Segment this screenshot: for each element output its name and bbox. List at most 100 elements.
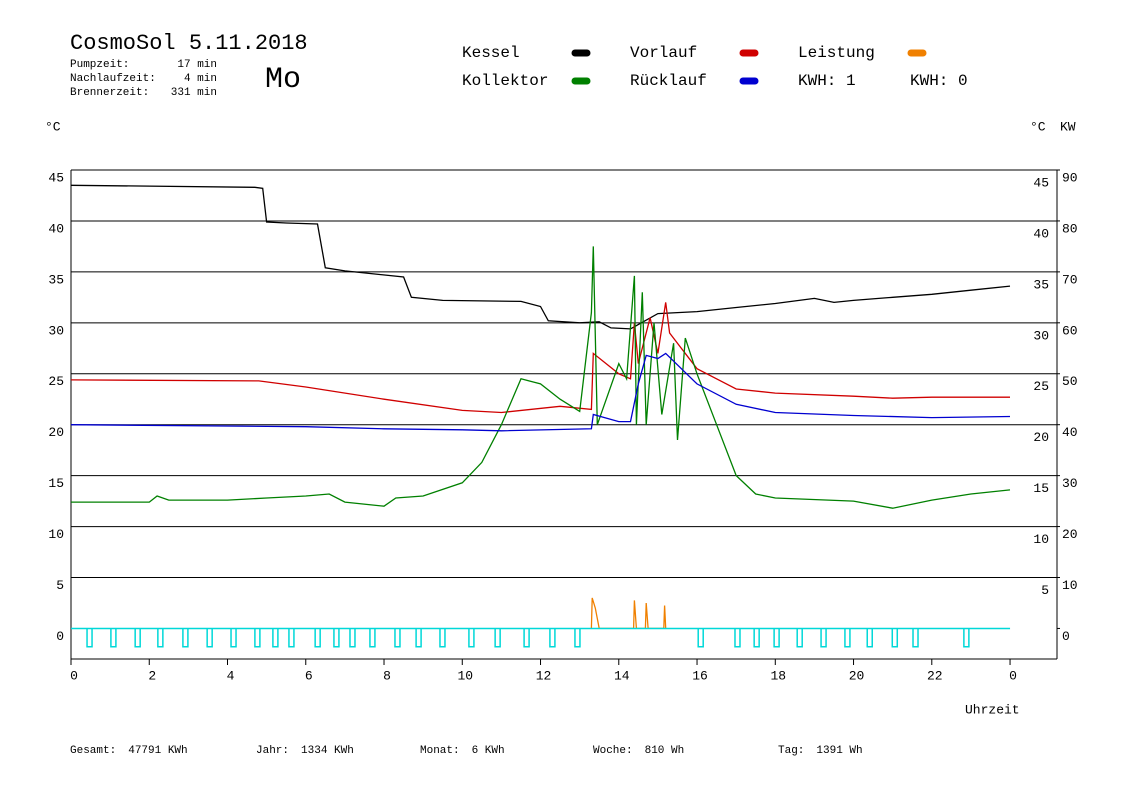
- y2-tick-label: 80: [1062, 221, 1078, 236]
- y-tick-label-right: 40: [1033, 226, 1049, 241]
- pulse: [272, 628, 279, 648]
- pulse: [230, 628, 237, 648]
- pulse: [415, 628, 422, 648]
- y-tick-label: 35: [48, 272, 64, 287]
- series-line: [71, 246, 1011, 509]
- pulse: [439, 628, 446, 648]
- pulse: [523, 628, 530, 648]
- pulse: [134, 628, 141, 648]
- footer-label: Jahr:: [256, 745, 289, 757]
- x-tick-label: 6: [305, 668, 313, 683]
- pulse: [549, 628, 556, 648]
- y2-unit: KW: [1060, 119, 1076, 134]
- y-unit-right: °C: [1030, 119, 1046, 134]
- y-tick-label-right: 25: [1033, 379, 1049, 394]
- x-tick-label: 18: [770, 668, 786, 683]
- y2-tick-label: 0: [1062, 629, 1070, 644]
- y-tick-label-right: 10: [1033, 532, 1049, 547]
- pulse: [254, 628, 261, 648]
- footer-value: 6 KWh: [472, 745, 505, 757]
- y-tick-label: 30: [48, 323, 64, 338]
- x-tick-label: 22: [927, 668, 943, 683]
- pulse: [753, 628, 760, 648]
- y-tick-label: 5: [56, 578, 64, 593]
- kwh-label: KWH: 1: [798, 72, 856, 90]
- x-tick-label: 10: [457, 668, 473, 683]
- y2-tick-label: 60: [1062, 323, 1078, 338]
- y2-tick-label: 90: [1062, 170, 1078, 185]
- y-tick-label: 0: [56, 629, 64, 644]
- pulse: [844, 628, 851, 648]
- y-tick-label-right: 15: [1033, 481, 1049, 496]
- y-tick-label-right: 20: [1033, 430, 1049, 445]
- pulse: [288, 628, 295, 648]
- y2-tick-label: 10: [1062, 578, 1078, 593]
- stat-value: 331 min: [171, 87, 217, 99]
- pulse: [182, 628, 189, 648]
- y-tick-label: 45: [48, 170, 64, 185]
- pulse: [314, 628, 321, 648]
- y2-tick-label: 20: [1062, 527, 1078, 542]
- y2-tick-label: 50: [1062, 374, 1078, 389]
- series-line: [70, 352, 1011, 432]
- pulse: [891, 628, 899, 648]
- stat-label: Brennerzeit:: [70, 87, 149, 99]
- stat-value: 17 min: [177, 59, 217, 71]
- pulse: [86, 628, 93, 648]
- pulse: [494, 628, 501, 648]
- pulse: [394, 628, 401, 648]
- legend-label: Rücklauf: [630, 72, 707, 90]
- y2-tick-label: 40: [1062, 425, 1078, 440]
- pulse: [912, 628, 919, 648]
- footer-label: Monat:: [420, 745, 460, 757]
- pulse: [333, 628, 340, 648]
- pulse: [796, 628, 803, 648]
- y-unit: °C: [45, 119, 61, 134]
- stat-value: 4 min: [184, 73, 217, 85]
- pulse: [369, 628, 376, 648]
- footer-value: 47791 KWh: [128, 745, 187, 757]
- stat-label: Nachlaufzeit:: [70, 73, 156, 85]
- pulse: [157, 628, 164, 648]
- x-tick-label: 8: [383, 668, 391, 683]
- footer-value: 1391 Wh: [816, 745, 862, 757]
- footer-value: 810 Wh: [645, 745, 685, 757]
- y-tick-label-right: 30: [1033, 328, 1049, 343]
- footer-label: Tag:: [778, 745, 804, 757]
- pulse: [468, 628, 475, 648]
- x-tick-label: 16: [692, 668, 708, 683]
- pulse: [773, 628, 780, 648]
- stat-label: Pumpzeit:: [70, 59, 129, 71]
- pulse: [110, 628, 117, 648]
- x-axis-label: Uhrzeit: [965, 702, 1020, 717]
- legend-label: Kessel: [462, 44, 520, 62]
- pulse: [206, 628, 213, 648]
- y-tick-label-right: 45: [1033, 175, 1049, 190]
- y-tick-label: 15: [48, 476, 64, 491]
- pulse: [697, 628, 704, 648]
- x-tick-label: 2: [148, 668, 156, 683]
- pulse: [734, 628, 741, 648]
- y-tick-label: 25: [48, 374, 64, 389]
- pulse: [963, 628, 970, 648]
- pulse: [574, 628, 581, 648]
- y-tick-label-right: 35: [1033, 277, 1049, 292]
- y2-tick-label: 30: [1062, 476, 1078, 491]
- x-tick-label: 4: [227, 668, 235, 683]
- legend-label: Leistung: [798, 44, 875, 62]
- kwh-label: KWH: 0: [910, 72, 968, 90]
- x-tick-label: 12: [536, 668, 552, 683]
- day-label: Mo: [265, 63, 301, 97]
- y-tick-label: 10: [48, 527, 64, 542]
- footer-label: Woche:: [593, 745, 633, 757]
- footer-label: Gesamt:: [70, 745, 116, 757]
- footer-value: 1334 KWh: [301, 745, 354, 757]
- x-tick-label: 14: [614, 668, 630, 683]
- legend-label: Vorlauf: [630, 44, 697, 62]
- chart-title: CosmoSol 5.11.2018: [70, 31, 308, 56]
- series-line: [70, 184, 1011, 330]
- x-tick-label: 20: [849, 668, 865, 683]
- legend-label: Kollektor: [462, 72, 548, 90]
